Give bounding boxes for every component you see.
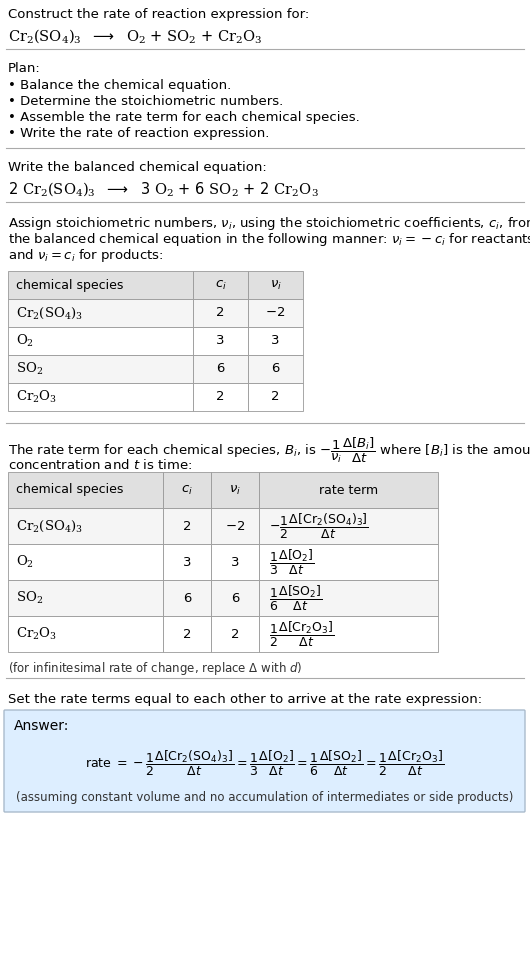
Text: $\mathregular{SO_2}$: $\mathregular{SO_2}$ — [16, 590, 43, 606]
Text: chemical species: chemical species — [16, 278, 123, 291]
Text: $-2$: $-2$ — [225, 519, 245, 532]
Text: and $\nu_i = c_i$ for products:: and $\nu_i = c_i$ for products: — [8, 247, 164, 264]
Bar — [8, 580, 163, 616]
Text: $\mathregular{Cr_2O_3}$: $\mathregular{Cr_2O_3}$ — [16, 626, 57, 642]
Bar — [193, 355, 248, 383]
Text: $\mathregular{Cr_2O_3}$: $\mathregular{Cr_2O_3}$ — [16, 389, 57, 405]
Text: The rate term for each chemical species, $B_i$, is $-\dfrac{1}{\nu_i}\dfrac{\Del: The rate term for each chemical species,… — [8, 436, 530, 466]
Bar — [193, 299, 248, 327]
Text: $c_i$: $c_i$ — [215, 278, 226, 291]
Bar — [163, 544, 211, 580]
Text: $\mathregular{SO_2}$: $\mathregular{SO_2}$ — [16, 361, 43, 377]
Text: 2: 2 — [183, 519, 191, 532]
Text: chemical species: chemical species — [16, 483, 123, 497]
Text: Set the rate terms equal to each other to arrive at the rate expression:: Set the rate terms equal to each other t… — [8, 693, 482, 706]
Text: the balanced chemical equation in the following manner: $\nu_i = -c_i$ for react: the balanced chemical equation in the fo… — [8, 231, 530, 248]
Bar — [248, 271, 303, 299]
Text: concentration and $t$ is time:: concentration and $t$ is time: — [8, 458, 192, 472]
Bar — [8, 616, 163, 652]
Bar — [193, 383, 248, 411]
Text: $\dfrac{1}{2}\dfrac{\Delta[\mathrm{Cr_2O_3}]}{\Delta t}$: $\dfrac{1}{2}\dfrac{\Delta[\mathrm{Cr_2O… — [269, 619, 334, 649]
Text: • Determine the stoichiometric numbers.: • Determine the stoichiometric numbers. — [8, 95, 283, 108]
Text: $\mathregular{O_2}$: $\mathregular{O_2}$ — [16, 333, 34, 349]
Text: • Assemble the rate term for each chemical species.: • Assemble the rate term for each chemic… — [8, 111, 360, 124]
Text: 6: 6 — [216, 363, 225, 375]
Text: (assuming constant volume and no accumulation of intermediates or side products): (assuming constant volume and no accumul… — [16, 791, 514, 804]
Text: 3: 3 — [231, 556, 239, 568]
Bar — [193, 271, 248, 299]
Bar — [259, 580, 438, 616]
Text: 6: 6 — [183, 592, 191, 605]
Bar — [8, 544, 163, 580]
Text: $\dfrac{1}{6}\dfrac{\Delta[\mathrm{SO_2}]}{\Delta t}$: $\dfrac{1}{6}\dfrac{\Delta[\mathrm{SO_2}… — [269, 583, 323, 612]
Text: 3: 3 — [271, 334, 280, 348]
Bar — [259, 472, 438, 508]
Text: Assign stoichiometric numbers, $\nu_i$, using the stoichiometric coefficients, $: Assign stoichiometric numbers, $\nu_i$, … — [8, 215, 530, 232]
Text: Answer:: Answer: — [14, 719, 69, 733]
Bar — [211, 472, 259, 508]
Text: • Balance the chemical equation.: • Balance the chemical equation. — [8, 79, 231, 92]
Text: 2: 2 — [216, 307, 225, 319]
Text: Plan:: Plan: — [8, 62, 41, 75]
Bar — [259, 544, 438, 580]
Bar — [248, 327, 303, 355]
Text: $-2$: $-2$ — [266, 307, 286, 319]
Bar — [211, 580, 259, 616]
Text: $2\ \mathregular{Cr_2(SO_4)_3}$  $\longrightarrow$  $3\ \mathregular{O_2}$ $+\ 6: $2\ \mathregular{Cr_2(SO_4)_3}$ $\longri… — [8, 180, 319, 198]
Text: 2: 2 — [231, 627, 239, 641]
Bar — [8, 299, 193, 327]
Text: $\mathregular{Cr_2(SO_4)_3}$: $\mathregular{Cr_2(SO_4)_3}$ — [16, 306, 83, 320]
Text: • Write the rate of reaction expression.: • Write the rate of reaction expression. — [8, 127, 269, 140]
Bar — [163, 616, 211, 652]
Text: rate $= -\dfrac{1}{2}\dfrac{\Delta[\mathrm{Cr_2(SO_4)_3}]}{\Delta t}= \dfrac{1}{: rate $= -\dfrac{1}{2}\dfrac{\Delta[\math… — [85, 749, 445, 777]
Bar — [8, 383, 193, 411]
Text: $\dfrac{1}{3}\dfrac{\Delta[\mathrm{O_2}]}{\Delta t}$: $\dfrac{1}{3}\dfrac{\Delta[\mathrm{O_2}]… — [269, 548, 315, 576]
Text: $-\dfrac{1}{2}\dfrac{\Delta[\mathrm{Cr_2(SO_4)_3}]}{\Delta t}$: $-\dfrac{1}{2}\dfrac{\Delta[\mathrm{Cr_2… — [269, 512, 369, 541]
Text: 2: 2 — [183, 627, 191, 641]
Text: Construct the rate of reaction expression for:: Construct the rate of reaction expressio… — [8, 8, 309, 21]
Bar — [259, 616, 438, 652]
Text: Write the balanced chemical equation:: Write the balanced chemical equation: — [8, 161, 267, 174]
Bar — [193, 327, 248, 355]
Bar — [8, 355, 193, 383]
Text: $\nu_i$: $\nu_i$ — [229, 483, 241, 497]
Text: $\mathregular{Cr_2(SO_4)_3}$: $\mathregular{Cr_2(SO_4)_3}$ — [16, 518, 83, 533]
Text: $\mathregular{O_2}$: $\mathregular{O_2}$ — [16, 554, 34, 570]
Text: 2: 2 — [216, 390, 225, 404]
Text: $c_i$: $c_i$ — [181, 483, 193, 497]
Text: 6: 6 — [271, 363, 280, 375]
Bar — [211, 616, 259, 652]
Bar — [248, 355, 303, 383]
Bar — [248, 299, 303, 327]
FancyBboxPatch shape — [4, 710, 525, 812]
Text: $\mathregular{Cr_2(SO_4)_3}$  $\longrightarrow$  $\mathregular{O_2}$ $+$ $\mathr: $\mathregular{Cr_2(SO_4)_3}$ $\longright… — [8, 27, 262, 45]
Text: (for infinitesimal rate of change, replace $\Delta$ with $d$): (for infinitesimal rate of change, repla… — [8, 660, 303, 677]
Text: rate term: rate term — [319, 483, 378, 497]
Text: $\nu_i$: $\nu_i$ — [270, 278, 281, 291]
Bar — [248, 383, 303, 411]
Bar — [8, 327, 193, 355]
Bar — [8, 271, 193, 299]
Text: 3: 3 — [216, 334, 225, 348]
Text: 6: 6 — [231, 592, 239, 605]
Bar — [8, 472, 163, 508]
Bar — [8, 508, 163, 544]
Bar — [211, 544, 259, 580]
Bar — [163, 508, 211, 544]
Bar — [211, 508, 259, 544]
Bar — [259, 508, 438, 544]
Text: 2: 2 — [271, 390, 280, 404]
Bar — [163, 580, 211, 616]
Text: 3: 3 — [183, 556, 191, 568]
Bar — [163, 472, 211, 508]
